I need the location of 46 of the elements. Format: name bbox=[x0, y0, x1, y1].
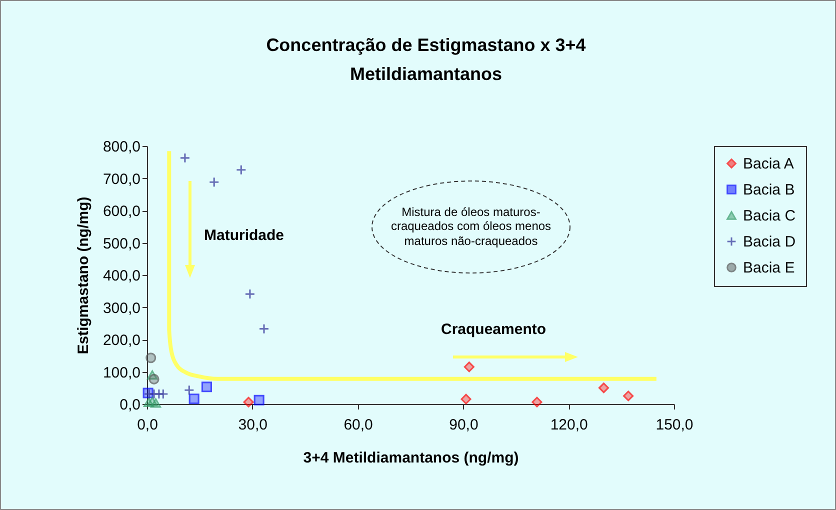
y-tick-label: 0,0 bbox=[120, 396, 140, 414]
y-tick-label: 700,0 bbox=[102, 170, 140, 188]
legend-label: Bacia D bbox=[743, 234, 796, 250]
y-tick-label: 300,0 bbox=[102, 300, 140, 317]
legend-label: Bacia E bbox=[743, 260, 795, 276]
point bbox=[464, 362, 474, 372]
legend-label: Bacia C bbox=[743, 208, 796, 224]
point bbox=[460, 394, 472, 404]
x-tick-label: 30,0 bbox=[238, 416, 268, 434]
legend-label: Bacia B bbox=[743, 182, 795, 198]
point bbox=[243, 396, 254, 408]
x-tick-label: 90,0 bbox=[449, 416, 478, 434]
y-tick-label: 500,0 bbox=[102, 235, 140, 252]
point bbox=[623, 390, 634, 402]
point bbox=[150, 398, 162, 408]
legend-label: Bacia A bbox=[743, 156, 794, 172]
point bbox=[208, 176, 220, 188]
point bbox=[244, 288, 256, 300]
point bbox=[254, 394, 264, 406]
x-tick-label: 150,0 bbox=[656, 416, 694, 434]
annotation: Craqueamento bbox=[441, 321, 548, 339]
point bbox=[201, 382, 212, 392]
point bbox=[148, 374, 160, 384]
point bbox=[158, 388, 168, 400]
x-tick-label: 60,0 bbox=[344, 416, 373, 434]
line-series bbox=[167, 149, 658, 381]
y-tick-label: 600,0 bbox=[102, 203, 140, 220]
point bbox=[258, 324, 270, 334]
x-axis-title: 3+4 Metildiamantanos (ng/mg) bbox=[303, 450, 519, 466]
y-axis-title: Estigmastano (ng/mg) bbox=[74, 196, 92, 354]
point bbox=[236, 164, 246, 176]
point bbox=[184, 384, 194, 396]
annotation: Mistura de óleos maturos-craqueados com óleos menos maturos não-craqueados bbox=[390, 205, 552, 248]
annotation: Maturidade bbox=[204, 227, 286, 245]
y-tick-label: 200,0 bbox=[102, 332, 140, 349]
point bbox=[598, 382, 610, 394]
y-tick-label: 800,0 bbox=[102, 138, 140, 156]
y-tick-label: 100,0 bbox=[102, 364, 140, 382]
point bbox=[532, 396, 542, 408]
y-tick-label: 400,0 bbox=[102, 268, 140, 284]
x-tick-label: 0,0 bbox=[137, 416, 158, 434]
chart-title: Concentração de Estigmastano x 3+4 Metildiamantanos bbox=[265, 34, 587, 86]
point bbox=[180, 152, 190, 164]
x-tick-label: 120,0 bbox=[550, 416, 588, 434]
point bbox=[146, 352, 156, 364]
point bbox=[188, 394, 200, 404]
